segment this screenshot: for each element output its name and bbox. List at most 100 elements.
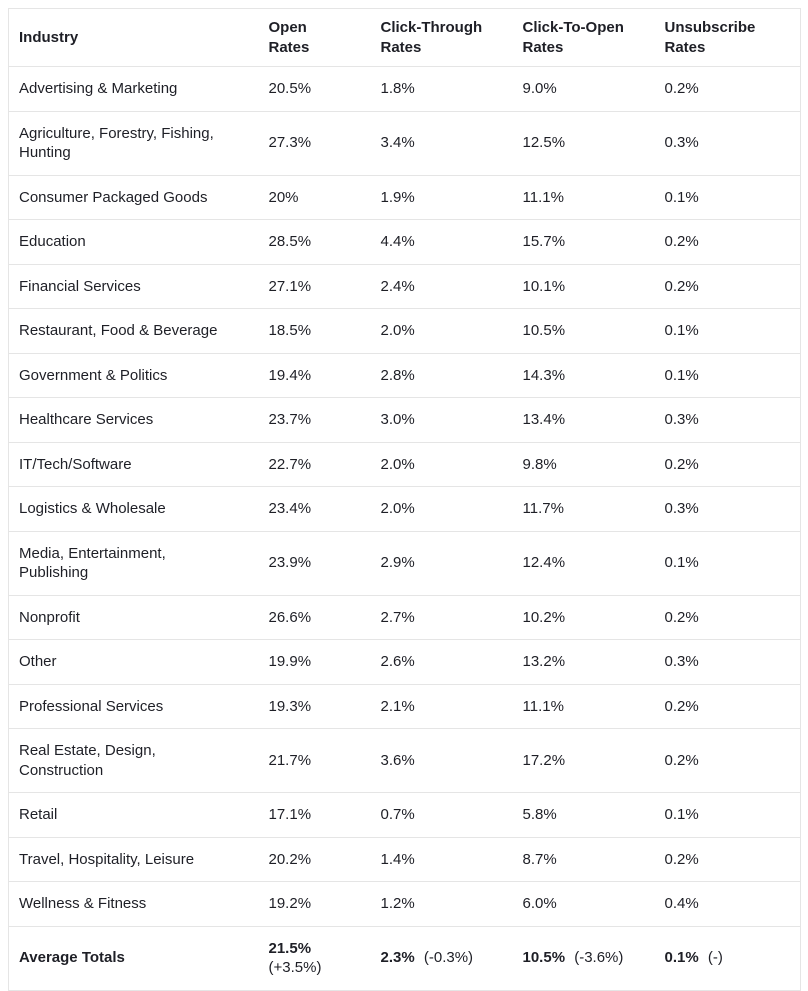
footer-click-to-open-rate-cell: 10.5% (-3.6%) (512, 926, 655, 991)
open-rate-cell: 21.7% (258, 728, 371, 793)
click-to-open-rate-cell: 9.8% (512, 442, 655, 487)
click-through-rate-cell: 2.0% (370, 308, 513, 354)
unsubscribe-rate-cell: 0.1% (654, 175, 801, 220)
click-to-open-rate-cell: 13.2% (512, 639, 655, 685)
industry-cell: Agriculture, Forestry, Fishing, Hunting (8, 111, 259, 176)
table-row: Agriculture, Forestry, Fishing, Hunting … (8, 111, 801, 176)
table-row: Education 28.5% 4.4% 15.7% 0.2% (8, 219, 801, 265)
unsubscribe-rate-cell: 0.2% (654, 264, 801, 309)
unsubscribe-rate-cell: 0.2% (654, 837, 801, 882)
click-to-open-rate-cell: 11.1% (512, 175, 655, 220)
open-rate-cell: 23.4% (258, 486, 371, 532)
unsubscribe-rate-cell: 0.4% (654, 881, 801, 927)
open-rate-cell: 20.5% (258, 66, 371, 112)
industry-cell: Logistics & Wholesale (8, 486, 259, 532)
industry-cell: Healthcare Services (8, 397, 259, 443)
table-row: Wellness & Fitness 19.2% 1.2% 6.0% 0.4% (8, 881, 801, 927)
unsubscribe-rate-cell: 0.2% (654, 684, 801, 729)
column-header-click-through-rates: Click-Through Rates (370, 8, 513, 67)
click-through-rate-cell: 3.0% (370, 397, 513, 443)
column-header-open-rates: Open Rates (258, 8, 371, 67)
unsubscribe-rate-cell: 0.3% (654, 397, 801, 443)
industry-cell: Government & Politics (8, 353, 259, 398)
footer-click-to-open-rate-delta: (-3.6%) (574, 949, 624, 967)
click-to-open-rate-cell: 11.7% (512, 486, 655, 532)
click-through-rate-cell: 4.4% (370, 219, 513, 265)
table-row: Retail 17.1% 0.7% 5.8% 0.1% (8, 792, 801, 838)
open-rate-cell: 18.5% (258, 308, 371, 354)
industry-cell: Nonprofit (8, 595, 259, 640)
unsubscribe-rate-cell: 0.1% (654, 792, 801, 838)
footer-open-rate-value: 21.5% (268, 939, 312, 957)
column-header-industry: Industry (8, 8, 259, 67)
click-through-rate-cell: 1.4% (370, 837, 513, 882)
table-row: Media, Entertainment, Publishing 23.9% 2… (8, 531, 801, 596)
table-row: Professional Services 19.3% 2.1% 11.1% 0… (8, 684, 801, 729)
open-rate-cell: 22.7% (258, 442, 371, 487)
industry-cell: Financial Services (8, 264, 259, 309)
click-through-rate-cell: 2.6% (370, 639, 513, 685)
open-rate-cell: 17.1% (258, 792, 371, 838)
table-row: Government & Politics 19.4% 2.8% 14.3% 0… (8, 353, 801, 398)
click-to-open-rate-cell: 11.1% (512, 684, 655, 729)
industry-cell: Restaurant, Food & Beverage (8, 308, 259, 354)
click-to-open-rate-cell: 13.4% (512, 397, 655, 443)
table-row: IT/Tech/Software 22.7% 2.0% 9.8% 0.2% (8, 442, 801, 487)
open-rate-cell: 28.5% (258, 219, 371, 265)
click-through-rate-cell: 1.2% (370, 881, 513, 927)
click-to-open-rate-cell: 10.2% (512, 595, 655, 640)
unsubscribe-rate-cell: 0.2% (654, 595, 801, 640)
table-row: Other 19.9% 2.6% 13.2% 0.3% (8, 639, 801, 685)
unsubscribe-rate-cell: 0.1% (654, 353, 801, 398)
table-row: Healthcare Services 23.7% 3.0% 13.4% 0.3… (8, 397, 801, 443)
click-through-rate-cell: 2.4% (370, 264, 513, 309)
click-to-open-rate-cell: 17.2% (512, 728, 655, 793)
table-row: Financial Services 27.1% 2.4% 10.1% 0.2% (8, 264, 801, 309)
industry-cell: Media, Entertainment, Publishing (8, 531, 259, 596)
footer-click-to-open-rate-value: 10.5% (522, 949, 566, 967)
industry-cell: Wellness & Fitness (8, 881, 259, 927)
unsubscribe-rate-cell: 0.2% (654, 442, 801, 487)
footer-unsubscribe-rate-delta: (-) (707, 949, 723, 967)
open-rate-cell: 23.7% (258, 397, 371, 443)
open-rate-cell: 19.9% (258, 639, 371, 685)
industry-cell: Professional Services (8, 684, 259, 729)
industry-cell: Consumer Packaged Goods (8, 175, 259, 220)
click-through-rate-cell: 3.6% (370, 728, 513, 793)
footer-click-through-rate-cell: 2.3% (-0.3%) (370, 926, 513, 991)
open-rate-cell: 19.3% (258, 684, 371, 729)
open-rate-cell: 20.2% (258, 837, 371, 882)
click-through-rate-cell: 2.7% (370, 595, 513, 640)
table-row: Logistics & Wholesale 23.4% 2.0% 11.7% 0… (8, 486, 801, 532)
click-through-rate-cell: 2.0% (370, 442, 513, 487)
table-row: Nonprofit 26.6% 2.7% 10.2% 0.2% (8, 595, 801, 640)
open-rate-cell: 27.3% (258, 111, 371, 176)
footer-unsubscribe-rate-value: 0.1% (664, 949, 699, 967)
footer-click-through-rate-value: 2.3% (380, 949, 415, 967)
footer-label: Average Totals (8, 926, 259, 991)
unsubscribe-rate-cell: 0.2% (654, 66, 801, 112)
unsubscribe-rate-cell: 0.2% (654, 219, 801, 265)
industry-cell: IT/Tech/Software (8, 442, 259, 487)
click-through-rate-cell: 0.7% (370, 792, 513, 838)
click-to-open-rate-cell: 10.1% (512, 264, 655, 309)
click-through-rate-cell: 1.9% (370, 175, 513, 220)
unsubscribe-rate-cell: 0.1% (654, 308, 801, 354)
click-to-open-rate-cell: 5.8% (512, 792, 655, 838)
unsubscribe-rate-cell: 0.1% (654, 531, 801, 596)
click-to-open-rate-cell: 15.7% (512, 219, 655, 265)
click-to-open-rate-cell: 8.7% (512, 837, 655, 882)
footer-unsubscribe-rate-cell: 0.1% (-) (654, 926, 801, 991)
industry-cell: Advertising & Marketing (8, 66, 259, 112)
industry-cell: Travel, Hospitality, Leisure (8, 837, 259, 882)
open-rate-cell: 20% (258, 175, 371, 220)
click-to-open-rate-cell: 10.5% (512, 308, 655, 354)
unsubscribe-rate-cell: 0.2% (654, 728, 801, 793)
click-through-rate-cell: 2.9% (370, 531, 513, 596)
click-through-rate-cell: 1.8% (370, 66, 513, 112)
unsubscribe-rate-cell: 0.3% (654, 486, 801, 532)
table-row: Real Estate, Design, Construction 21.7% … (8, 728, 801, 793)
industry-cell: Other (8, 639, 259, 685)
footer-click-through-rate-delta: (-0.3%) (423, 949, 474, 967)
